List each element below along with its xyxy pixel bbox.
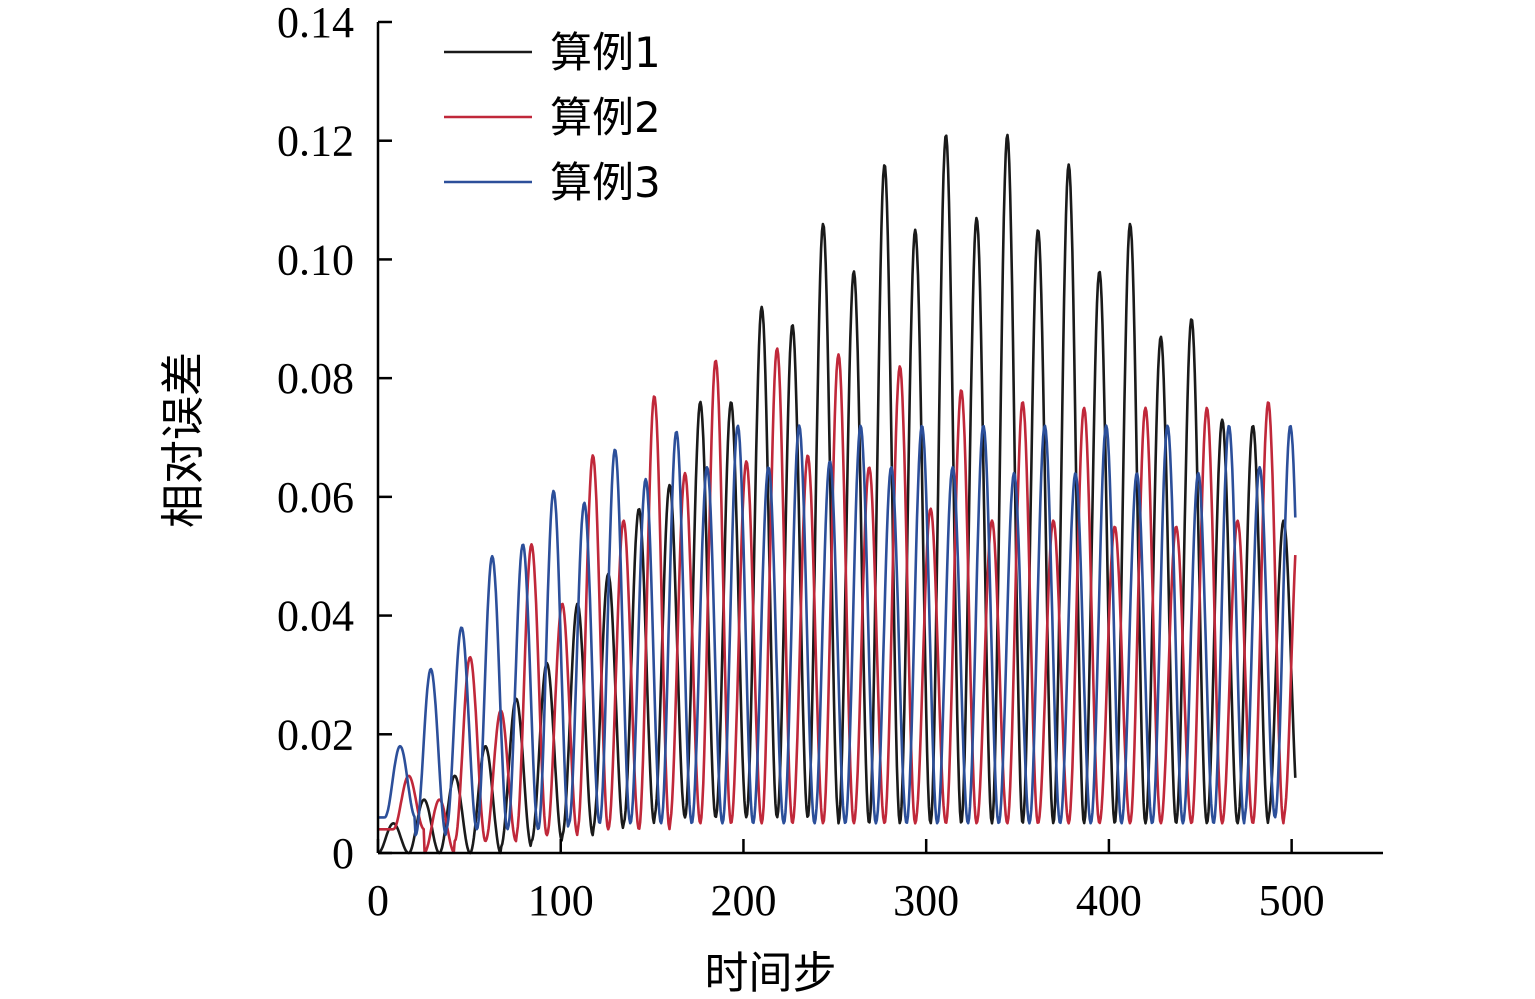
x-ticks: 0 100 200 300 400 500 [367,839,1325,925]
x-tick-label: 400 [1076,876,1142,925]
legend-label: 算例1 [550,28,661,77]
x-tick-label: 300 [893,876,959,925]
x-axis-title: 时间步 [705,948,837,999]
y-tick-label: 0.08 [277,354,354,403]
y-tick-label: 0.06 [277,473,354,522]
y-tick-label: 0.04 [277,592,354,641]
y-tick-label: 0.02 [277,710,354,759]
y-tick-label: 0.14 [277,0,354,47]
x-tick-label: 100 [528,876,594,925]
axes: 0 0.02 0.04 0.06 0.08 0.10 0.12 0.14 0 100 200 300… [277,0,1383,925]
legend: 算例1 算例2 算例3 [444,28,661,207]
series-layer [377,133,1297,855]
legend-label: 算例2 [550,93,661,142]
x-tick-label: 500 [1259,876,1325,925]
y-tick-label: 0 [332,829,354,878]
series-line-1 [377,133,1297,855]
legend-label: 算例3 [550,158,661,207]
x-tick-label: 200 [710,876,776,925]
y-tick-label: 0.10 [277,235,354,284]
series-line-3 [377,424,1297,837]
y-axis-title: 相对误差 [158,352,209,528]
y-ticks: 0 0.02 0.04 0.06 0.08 0.10 0.12 0.14 [277,0,392,878]
x-tick-label: 0 [367,876,389,925]
y-tick-label: 0.12 [277,117,354,166]
series-line-2 [377,347,1297,855]
